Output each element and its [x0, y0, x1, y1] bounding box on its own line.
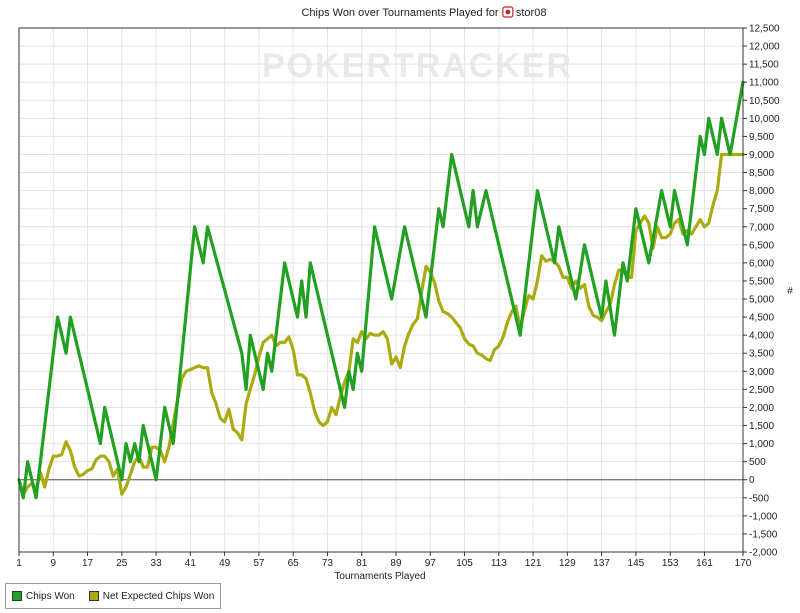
- chart-title-player: stor08: [516, 7, 547, 19]
- x-tick-label: 25: [116, 558, 128, 569]
- y-tick-label: 500: [749, 457, 766, 468]
- y-tick-label: 1,500: [749, 421, 774, 432]
- y-tick-label: 4,500: [749, 313, 774, 324]
- y-tick-label: 6,500: [749, 240, 774, 251]
- x-tick-label: 73: [322, 558, 334, 569]
- y-axis-label: #: [787, 286, 793, 297]
- y-tick-label: 9,500: [749, 132, 774, 143]
- chart-title-prefix: Chips Won over Tournaments Played for: [301, 7, 498, 19]
- x-tick-label: 137: [593, 558, 610, 569]
- x-tick-label: 41: [185, 558, 197, 569]
- legend-label-chips-won: Chips Won: [26, 590, 75, 602]
- plot-frame: [18, 27, 744, 553]
- plot-background: [19, 28, 743, 552]
- y-tick-label: 11,000: [749, 78, 779, 89]
- x-tick-label: 129: [559, 558, 576, 569]
- x-tick-label: 97: [425, 558, 437, 569]
- y-tick-label: 12,000: [749, 42, 780, 53]
- watermark-text: POKERTRACKER: [262, 47, 573, 85]
- y-tick-label: 5,000: [749, 295, 774, 306]
- y-tick-label: 8,500: [749, 168, 774, 179]
- series-lines: [17, 80, 745, 500]
- x-tick-label: 89: [390, 558, 402, 569]
- y-tick-label: -2,000: [749, 548, 778, 559]
- axes: [18, 27, 744, 553]
- y-tick-label: 12,500: [749, 24, 780, 35]
- watermark-tracker: TRACKER: [393, 47, 573, 85]
- legend-label-net-expected: Net Expected Chips Won: [102, 590, 215, 602]
- legend-item-net-expected: Net Expected Chips Won: [88, 590, 215, 602]
- y-tick-label: -1,000: [749, 511, 778, 522]
- x-tick-label: 113: [491, 558, 507, 569]
- y-tick-label: 1,000: [749, 439, 774, 450]
- y-tick-label: 11,500: [749, 60, 779, 71]
- poker-site-icon: [502, 6, 514, 18]
- y-tick-label: 6,000: [749, 258, 774, 269]
- y-tick-label: -500: [749, 493, 769, 504]
- x-tick-label: 81: [356, 558, 368, 569]
- x-tick-label: 1: [16, 558, 22, 569]
- x-tick-label: 49: [219, 558, 231, 569]
- watermark-poker: POKER: [262, 47, 393, 85]
- x-tick-label: 17: [82, 558, 94, 569]
- x-tick-label: 161: [696, 558, 713, 569]
- y-tick-label: 7,000: [749, 222, 774, 233]
- legend-swatch-chips-won: [12, 591, 22, 601]
- y-tick-label: -1,500: [749, 529, 778, 540]
- x-axis-label: Tournaments Played: [334, 571, 425, 582]
- y-tick-label: 10,000: [749, 114, 780, 125]
- legend-item-chips-won: Chips Won: [12, 591, 75, 602]
- x-tick-label: 65: [288, 558, 300, 569]
- x-tick-label: 121: [525, 558, 542, 569]
- x-tick-label: 57: [253, 558, 265, 569]
- x-tick-label: 153: [662, 558, 679, 569]
- icon-card-pip: [505, 9, 511, 15]
- plot-area: [19, 28, 743, 552]
- series-line-chips-won: [17, 80, 745, 500]
- y-tick-label: 3,000: [749, 367, 774, 378]
- y-tick-label: 2,000: [749, 403, 774, 414]
- x-tick-label: 9: [50, 558, 56, 569]
- x-tick-label: 105: [456, 558, 473, 569]
- y-axis-ticks: -2,000 -1,500 -1,000 -500 0 500 1,000 1,500 2,00…: [743, 24, 780, 559]
- x-tick-label: 33: [151, 558, 163, 569]
- x-axis-ticks: 1 9 17 25 33 41 49 57 65 73 81 89 97 105 113 121 129 137 1…: [16, 552, 752, 569]
- y-tick-label: 5,500: [749, 276, 774, 287]
- y-tick-label: 0: [749, 475, 755, 486]
- legend-swatch-net-expected: [88, 591, 99, 601]
- chart-legend: Chips Won Net Expected Chips Won: [5, 583, 222, 609]
- x-tick-label: 145: [628, 558, 645, 569]
- x-tick-label: 170: [735, 558, 752, 569]
- chart-title: Chips Won over Tournaments Played for: [301, 7, 498, 19]
- y-tick-label: 3,500: [749, 349, 774, 360]
- y-tick-label: 10,500: [749, 96, 780, 107]
- y-tick-label: 2,500: [749, 385, 774, 396]
- y-tick-label: 8,000: [749, 186, 774, 197]
- y-tick-label: 7,500: [749, 204, 774, 215]
- y-tick-label: 4,000: [749, 331, 774, 342]
- y-tick-label: 9,000: [749, 150, 774, 161]
